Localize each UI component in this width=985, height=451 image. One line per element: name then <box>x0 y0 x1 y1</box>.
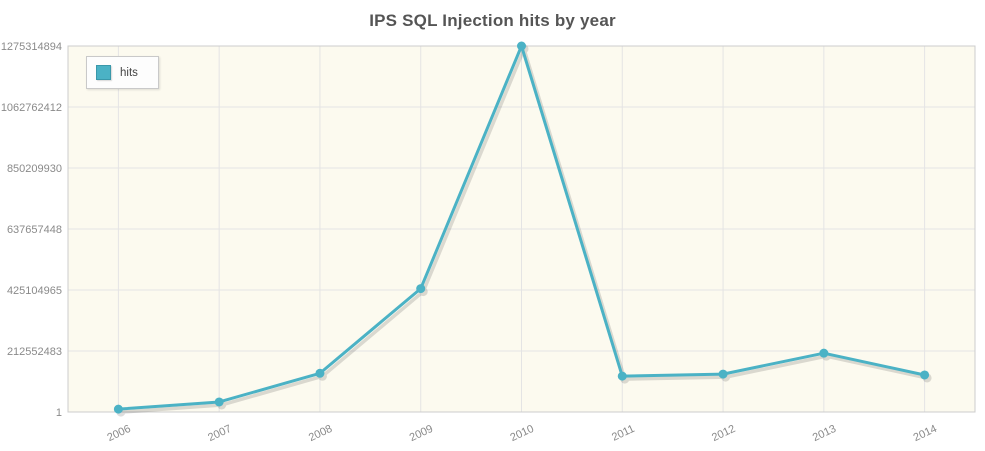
y-tick-label: 425104965 <box>7 285 62 297</box>
legend: hits <box>86 56 159 89</box>
x-tick-label: 2012 <box>710 423 737 444</box>
data-point-2014 <box>920 370 930 380</box>
data-point-2009 <box>416 284 426 294</box>
data-point-2010 <box>517 41 526 51</box>
x-tick-label: 2013 <box>811 423 838 444</box>
y-tick-label: 1275314894 <box>1 41 62 53</box>
chart-title: IPS SQL Injection hits by year <box>369 11 616 30</box>
data-point-2006 <box>113 404 123 414</box>
x-tick-label: 2009 <box>408 423 435 444</box>
y-tick-label: 1 <box>56 407 62 419</box>
x-tick-label: 2007 <box>206 423 233 444</box>
data-point-2013 <box>819 348 829 358</box>
data-point-2012 <box>718 369 728 379</box>
x-tick-label: 2014 <box>912 423 939 444</box>
data-point-2007 <box>214 397 224 407</box>
legend-swatch-icon <box>96 65 111 80</box>
x-tick-label: 2011 <box>610 423 637 444</box>
y-tick-label: 212552483 <box>7 346 62 358</box>
y-tick-label: 1062762412 <box>1 102 62 114</box>
y-tick-label: 850209930 <box>7 163 62 175</box>
x-tick-label: 2008 <box>307 423 334 444</box>
data-point-2008 <box>315 368 325 378</box>
legend-label: hits <box>120 66 138 79</box>
y-tick-label: 637657448 <box>7 224 62 236</box>
x-tick-label: 2010 <box>509 423 536 444</box>
x-tick-label: 2006 <box>105 423 132 444</box>
data-point-2011 <box>617 371 627 381</box>
